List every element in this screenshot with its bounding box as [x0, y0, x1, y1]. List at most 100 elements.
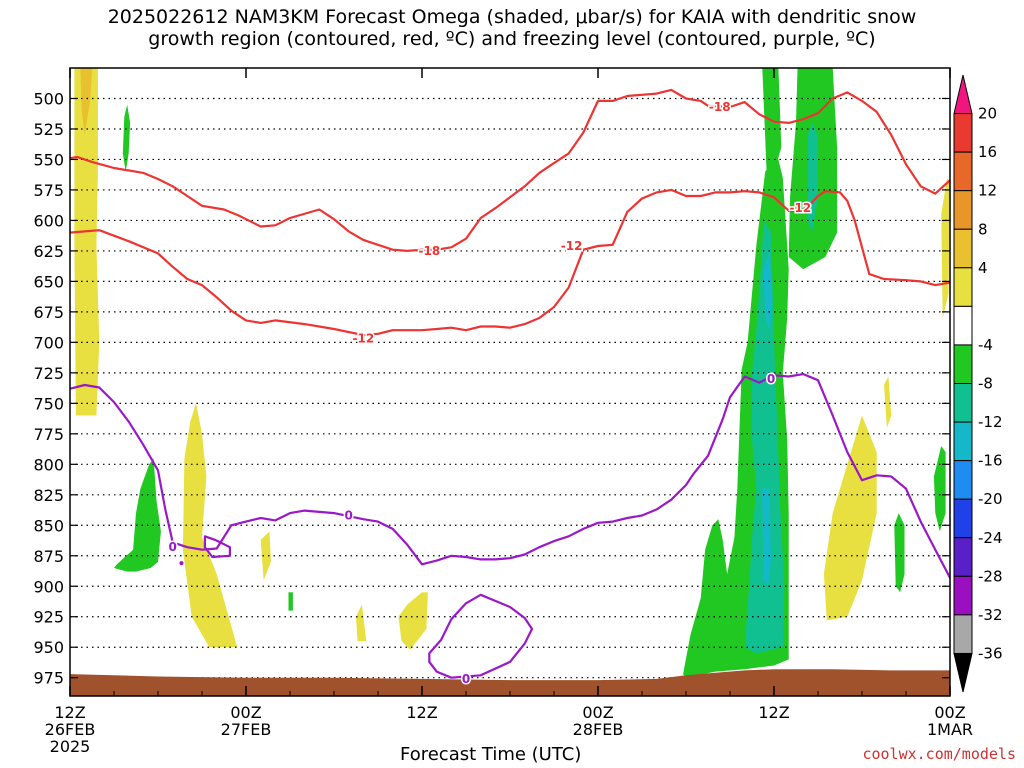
contour-label-1: -18 — [709, 100, 731, 114]
colorbar-bin-8 — [953, 383, 973, 423]
ytick-label-675: 675 — [33, 303, 64, 322]
chart-title: 2025022612 NAM3KM Forecast Omega (shaded… — [0, 6, 1024, 50]
ytick-label-525: 525 — [33, 120, 64, 139]
colorbar-bin-2 — [953, 151, 973, 192]
xtick-label-2-0: 12Z — [406, 703, 437, 722]
colorbar-label-7: -12 — [978, 413, 1003, 431]
ground-surface — [70, 669, 950, 696]
ytick-label-725: 725 — [33, 364, 64, 383]
omega-region-6 — [823, 415, 877, 621]
ytick-label-775: 775 — [33, 425, 64, 444]
xtick-label-5-1: 1MAR — [927, 720, 973, 739]
ytick-label-700: 700 — [33, 333, 64, 352]
colorbar-bin-1 — [953, 113, 973, 153]
omega-region-16 — [933, 446, 946, 532]
omega-region-4 — [356, 604, 367, 642]
contour-label-4: -12 — [790, 201, 812, 215]
contour-label-2: -12 — [352, 332, 374, 346]
xtick-label-0-1: 26FEB — [45, 720, 96, 739]
colorbar-label-8: -16 — [978, 452, 1003, 470]
xtick-label-0-2: 2025 — [50, 737, 91, 756]
ytick-label-800: 800 — [33, 455, 64, 474]
contour-label-3: -12 — [561, 239, 583, 253]
ytick-label-625: 625 — [33, 242, 64, 261]
omega-region-17 — [744, 220, 785, 654]
colorbar-bin-9 — [953, 421, 973, 462]
colorbar-bin-6 — [953, 305, 973, 346]
colorbar-bin-15 — [953, 652, 973, 693]
omega-region-8 — [941, 177, 950, 318]
colorbar-label-0: 20 — [978, 105, 997, 123]
contour-label-0: -18 — [418, 244, 440, 258]
omega-region-20 — [763, 250, 773, 331]
xtick-label-5-0: 00Z — [934, 703, 965, 722]
title-line2: growth region (contoured, red, ºC) and f… — [148, 28, 876, 50]
contour-label-8: 0 — [462, 672, 470, 686]
contour-label-6: 0 — [168, 540, 176, 554]
contour-label-5: 0 — [344, 509, 352, 523]
pressure-gridlines — [70, 97, 950, 679]
colorbar-label-2: 12 — [978, 182, 997, 200]
xtick-label-1-1: 27FEB — [221, 720, 272, 739]
omega-region-9 — [114, 458, 161, 572]
colorbar-bin-13 — [953, 575, 973, 616]
colorbar-bin-0 — [953, 74, 973, 115]
contour-labels: -18 -18 -12 -12 -12 0 0 0 0 — [167, 99, 813, 688]
freezing-contour-4 — [428, 593, 534, 679]
colorbar-label-5: -4 — [978, 336, 993, 354]
ytick-label-750: 750 — [33, 394, 64, 413]
colorbar-label-13: -36 — [978, 644, 1003, 662]
omega-region-0 — [74, 68, 100, 416]
title-line1: 2025022612 NAM3KM Forecast Omega (shaded… — [107, 6, 917, 28]
colorbar-label-4: 4 — [978, 259, 988, 277]
site-credit: coolwx.com/models — [862, 745, 1016, 763]
colorbar-bin-14 — [953, 614, 973, 654]
ytick-label-550: 550 — [33, 150, 64, 169]
omega-shading — [74, 68, 950, 678]
ground-fill — [70, 669, 950, 696]
xtick-label-4-0: 12Z — [758, 703, 789, 722]
colorbar: 20 16 12 8 4 -4 -8 -12 -16 -20 -24 -28 -32 -36 — [953, 74, 1003, 693]
omega-region-10 — [122, 104, 131, 172]
contour-label-7: 0 — [767, 372, 775, 386]
ytick-label-875: 875 — [33, 547, 64, 566]
contour-lines — [70, 88, 950, 679]
colorbar-bin-10 — [953, 460, 973, 500]
omega-region-7 — [884, 376, 892, 428]
freezing-contour-2 — [70, 373, 950, 579]
colorbar-bin-4 — [953, 228, 973, 269]
colorbar-bin-11 — [953, 498, 973, 539]
ytick-label-950: 950 — [33, 638, 64, 657]
colorbar-label-1: 16 — [978, 143, 997, 161]
colorbar-label-10: -24 — [978, 529, 1003, 547]
xtick-label-1-0: 00Z — [230, 703, 261, 722]
xtick-label-3-0: 00Z — [582, 703, 613, 722]
omega-region-15 — [894, 513, 905, 593]
growth-contour-0 — [70, 88, 950, 252]
colorbar-label-12: -32 — [978, 606, 1003, 624]
x-axis-label: Forecast Time (UTC) — [400, 744, 582, 765]
omega-region-5 — [398, 592, 428, 650]
ytick-label-825: 825 — [33, 486, 64, 505]
axes: 500 525 550 575 600 625 650 675 700 725 750 775 800 8… — [33, 68, 973, 756]
omega-region-1 — [80, 68, 92, 136]
xtick-label-3-1: 28FEB — [573, 720, 624, 739]
ytick-label-850: 850 — [33, 516, 64, 535]
colorbar-bin-5 — [953, 267, 973, 307]
freezing-dot — [179, 561, 184, 566]
omega-region-2 — [182, 403, 238, 648]
freezing-contour-3 — [203, 535, 231, 559]
colorbar-label-3: 8 — [978, 220, 988, 238]
omega-region-11 — [288, 592, 293, 611]
omega-region-19 — [762, 488, 772, 587]
ytick-label-575: 575 — [33, 181, 64, 200]
ytick-label-650: 650 — [33, 272, 64, 291]
colorbar-label-9: -20 — [978, 490, 1003, 508]
colorbar-label-11: -28 — [978, 567, 1003, 585]
ytick-label-975: 975 — [33, 669, 64, 688]
ytick-label-900: 900 — [33, 577, 64, 596]
colorbar-bin-12 — [953, 537, 973, 577]
colorbar-bin-7 — [953, 344, 973, 384]
colorbar-bin-3 — [953, 190, 973, 230]
